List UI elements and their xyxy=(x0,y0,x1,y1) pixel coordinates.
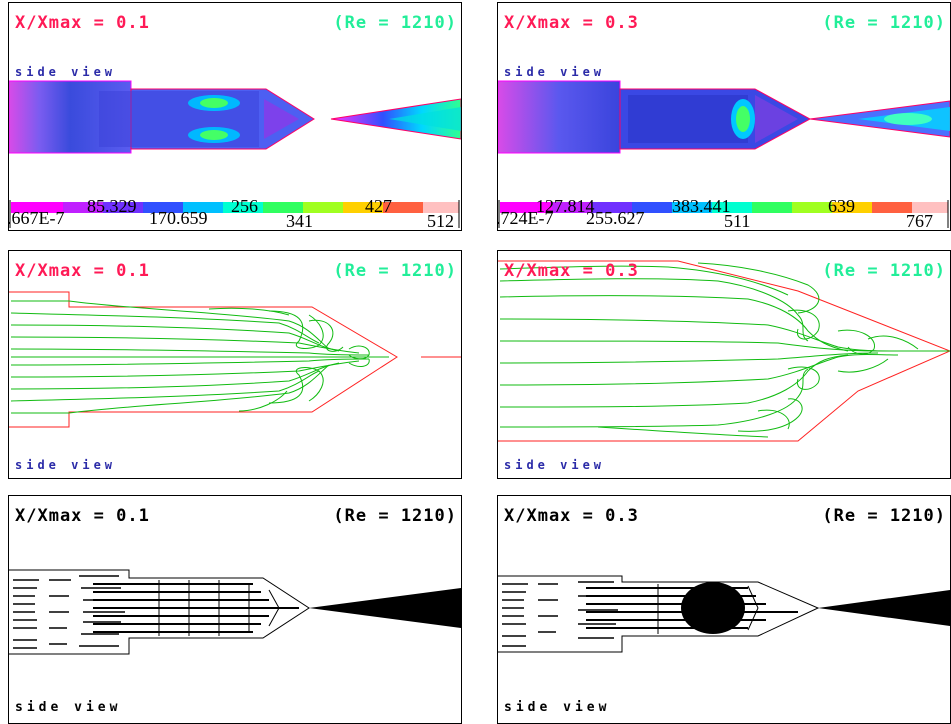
side-view-label: side view xyxy=(15,65,117,79)
reynolds-label: (Re = 1210) xyxy=(822,261,946,281)
side-view-label: side view xyxy=(15,458,117,472)
side-view-label: side view xyxy=(15,700,122,715)
vector-panel-0.3: X/Xmax = 0.3 (Re = 1210) side view xyxy=(497,495,951,724)
panel-title: X/Xmax = 0.1 xyxy=(15,13,150,33)
reynolds-label: (Re = 1210) xyxy=(822,506,946,526)
colorbar: .667E-7 170.659 341 512 85.329 256 427 xyxy=(8,196,461,231)
panel-title: X/Xmax = 0.3 xyxy=(504,261,639,281)
reynolds-label: (Re = 1210) xyxy=(333,13,457,33)
streamline-panel-0.1: X/Xmax = 0.1 (Re = 1210) side view xyxy=(8,250,462,479)
side-view-label: side view xyxy=(504,65,606,79)
colorbar-tick: 639 xyxy=(828,196,855,216)
colorbar-tick: 383.441 xyxy=(672,196,731,216)
side-view-label: side view xyxy=(504,700,611,715)
vector-panel-0.1: X/Xmax = 0.1 (Re = 1210) side view xyxy=(8,495,462,724)
panel-title: X/Xmax = 0.3 xyxy=(504,13,639,33)
reynolds-label: (Re = 1210) xyxy=(333,261,457,281)
colorbar: .724E-7 255.627 511 767 127.814 383.441 … xyxy=(497,196,950,231)
side-view-label: side view xyxy=(504,458,606,472)
colorbar-tick: 341 xyxy=(286,211,313,231)
colorbar-tick: 511 xyxy=(724,211,751,231)
contour-panel-0.3: X/Xmax = 0.3 (Re = 1210) side view .724E… xyxy=(497,2,951,231)
contour-plot xyxy=(9,3,461,200)
reynolds-label: (Re = 1210) xyxy=(333,506,457,526)
vector-plot xyxy=(9,569,461,655)
streamline-plot xyxy=(9,291,461,428)
colorbar-tick: .667E-7 xyxy=(8,208,65,228)
panel-title: X/Xmax = 0.3 xyxy=(504,506,639,526)
colorbar-tick: 127.814 xyxy=(536,196,595,216)
panel-title: X/Xmax = 0.1 xyxy=(15,506,150,526)
panel-title: X/Xmax = 0.1 xyxy=(15,261,150,281)
streamline-plot xyxy=(498,260,950,442)
contour-panel-0.1: X/Xmax = 0.1 (Re = 1210) side view .667E… xyxy=(8,2,462,231)
colorbar-tick: 256 xyxy=(231,196,258,216)
streamline-panel-0.3: X/Xmax = 0.3 (Re = 1210) side view xyxy=(497,250,951,479)
colorbar-tick: 427 xyxy=(365,196,392,216)
colorbar-tick: 255.627 xyxy=(586,208,645,228)
colorbar-tick: 170.659 xyxy=(149,208,208,228)
colorbar-tick: .724E-7 xyxy=(497,208,554,228)
colorbar-tick: 512 xyxy=(427,211,454,231)
vector-plot xyxy=(498,575,950,653)
reynolds-label: (Re = 1210) xyxy=(822,13,946,33)
colorbar-tick: 767 xyxy=(906,211,933,231)
contour-plot xyxy=(498,3,950,200)
colorbar-tick: 85.329 xyxy=(87,196,137,216)
